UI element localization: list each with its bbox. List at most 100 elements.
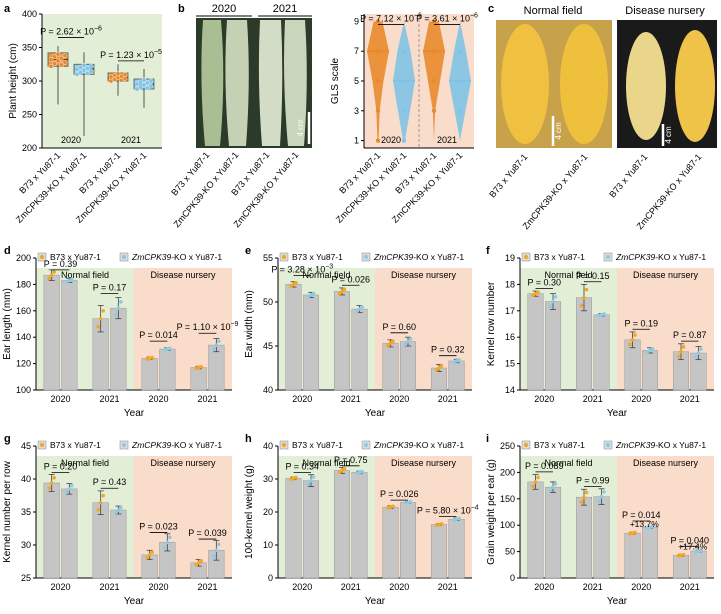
bar-b73 [672,555,689,579]
y-tick-label: 16 [505,332,515,342]
replicate-dot [147,553,152,557]
legend-label-b73: B73 x Yu87-1 [534,252,585,262]
condition-label-disease: Disease nursery [391,458,457,468]
box-3 [133,68,155,108]
replicate-dot [214,343,219,347]
box-point [55,51,61,57]
bar-group-3: P = 0.040 [670,535,709,579]
p-value: P = 1.10 × 10−9 [177,321,239,332]
replicate-dot [150,550,154,554]
replicate-dot [676,354,681,359]
p-value: P = 0.32 [431,345,465,355]
bar-ko [351,308,368,391]
replicate-dot [52,270,56,274]
replicate-dot [342,466,347,471]
x-tick-year: 2021 [583,582,603,592]
bar-b73 [43,482,60,579]
replicate-dot [548,488,553,493]
replicate-dot [391,504,395,509]
p-value-text: P = 0.43 [93,477,127,487]
y-tick-label: 200 [22,143,37,153]
replicate-dot [309,478,313,483]
replicate-dot [212,347,216,351]
p-value-0-text: P = 2.62 × 10 [40,26,94,36]
violin-point [457,108,463,113]
y-tick-label: 1 [354,136,359,146]
y-axis-title: Grain weight per ear (g) [486,459,497,565]
y-axis-title: Kernel number per row [2,460,13,562]
box-point [62,59,68,65]
replicate-dot [65,490,69,494]
bar-group-3: P = 0.32 [431,345,465,391]
replicate-dot [602,490,606,494]
condition-label-normal: Normal field [544,270,592,280]
replicate-dot [163,545,167,550]
legend-gene-name: ZmCPK39 [131,252,171,262]
y-tick-label: 3 [354,106,359,116]
x-axis-title: Year [607,408,628,419]
p-value-0: P = 2.62 × 10−6 [40,25,102,36]
bar-group-3: P = 5.80 × 10−4 [417,505,479,579]
violin-point [401,78,407,84]
x-axis-title: Year [607,596,628,607]
bar-group-1: P = 0.15 [576,271,610,391]
replicate-dot [49,481,54,485]
replicate-dot [582,295,586,300]
replicate-dot [168,535,172,540]
replicate-dot [196,561,201,565]
p-value: P = 0.30 [527,277,561,287]
bar-group-2: P = 0.023 [139,521,178,579]
p-value-text: P = 3.28 × 10 [271,265,325,275]
p-value: P = 0.19 [624,318,658,328]
replicate-dot [119,300,123,304]
replicate-dot [551,299,555,304]
box-point [74,66,80,72]
replicate-dot [386,343,390,348]
bar-ko [642,527,659,579]
p-value: P = 0.17 [93,283,127,293]
bar-ko [110,509,127,579]
replicate-dot [49,273,54,277]
x-tick-year: 2020 [148,582,168,592]
group-label-2020: 2020 [61,135,81,145]
legend-gene-name: ZmCPK39 [373,440,413,450]
replicate-dot [582,495,586,500]
box-point [145,80,150,86]
p-value: P = 0.39 [44,259,78,269]
legend-dot-b73 [39,442,45,448]
violin-1 [393,21,415,143]
legend: B73 x Yu87-1 ZmCPK39-KO x Yu87-1 [521,440,706,450]
legend-gene-name: ZmCPK39 [131,440,171,450]
y-tick-label: 35 [21,507,31,517]
replicate-dot [217,339,221,343]
bar-group-1: P = 0.026 [331,274,370,391]
replicate-dot [98,500,103,505]
p-value-text: P = 0.87 [673,330,707,340]
p-value: P = 0.014 [622,510,661,520]
box-point [88,68,94,74]
y-axis-title: Kernel row number [486,281,497,366]
bar-b73 [382,506,399,579]
p-value: P = 0.014 [139,330,178,340]
bar-ko [351,472,368,579]
ear-b73-normal [501,24,549,144]
y-tick-label: 9 [354,16,359,26]
y-tick-label: 50 [505,547,515,557]
y-tick-label: 40 [263,441,273,451]
panel-letter-h: h [245,433,252,445]
y-tick-label: 19 [505,253,515,263]
condition-label-disease: Disease nursery [150,458,216,468]
x-tick-year: 2021 [438,582,458,592]
bar-ko [593,314,610,391]
p-value-text: P = 0.99 [576,476,610,486]
violin-point [431,49,437,54]
bar-ko [448,519,465,579]
y-axis-title: Ear width (mm) [244,290,255,358]
replicate-dot [67,487,72,491]
replicate-dot [360,305,364,309]
p-value: P = 0.089 [525,461,564,471]
replicate-dot [194,563,198,567]
group-label-2021: 2021 [437,135,457,145]
violin-point [431,108,437,113]
